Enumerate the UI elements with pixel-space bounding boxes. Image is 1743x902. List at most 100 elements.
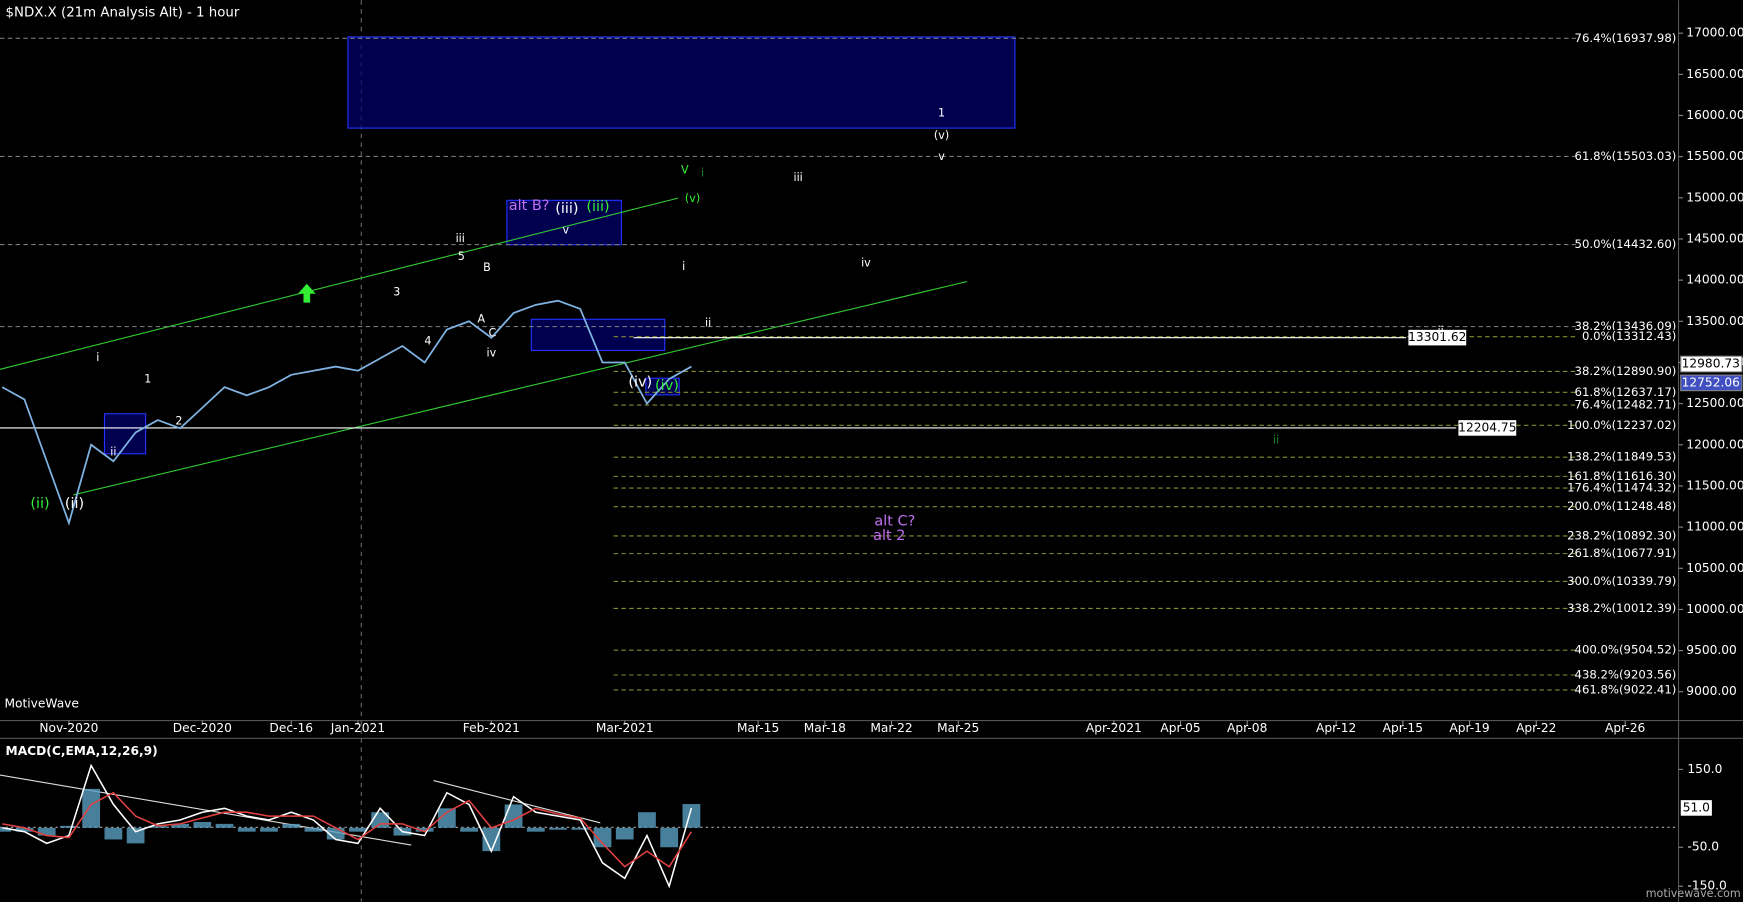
channel-line — [73, 280, 968, 496]
x-tick-label: Feb-2021 — [463, 721, 520, 735]
fib-label: 38.2%(13436.09) — [1575, 319, 1677, 333]
x-tick-label: Jan-2021 — [330, 721, 385, 735]
wave-label: 1 — [144, 372, 151, 385]
histogram-bar — [60, 825, 78, 828]
wave-label: (iv) — [655, 378, 679, 394]
x-tick-label: Mar-18 — [804, 721, 846, 735]
fib-label-bg — [1576, 385, 1678, 400]
x-tick-label: Apr-22 — [1516, 721, 1556, 735]
y-tick-label: 150.0 — [1687, 762, 1722, 776]
y-tick-label: 10000.00 — [1686, 602, 1743, 616]
fib-label: 76.4%(12482.71) — [1575, 398, 1677, 412]
fib-label-bg — [1576, 668, 1678, 682]
wave-label: ii — [110, 446, 116, 459]
wave-label: (v) — [685, 192, 700, 205]
axis-marker-bg — [1680, 800, 1712, 816]
wave-label: A — [478, 312, 486, 325]
histogram-bar — [482, 827, 501, 852]
x-tick-label: Apr-19 — [1449, 721, 1489, 735]
histogram-bar — [660, 827, 679, 848]
level-label-bg — [1408, 329, 1467, 346]
histogram-bar — [615, 827, 634, 840]
histogram-bar — [349, 827, 367, 832]
y-tick-label: 16500.00 — [1686, 67, 1743, 81]
histogram-bar — [37, 827, 56, 836]
y-tick-label: 15500.00 — [1686, 149, 1743, 163]
histogram-bar — [682, 804, 701, 828]
histogram-bar — [437, 808, 456, 828]
macd-line — [2, 763, 693, 889]
wave-label: ii — [705, 317, 711, 330]
wave-label: i — [682, 260, 685, 273]
wave-label: ii — [1438, 325, 1444, 338]
wave-label: 2 — [175, 415, 182, 428]
wave-label: alt 2 — [873, 528, 905, 544]
histogram-bar — [104, 827, 123, 840]
fib-label-bg — [1576, 364, 1678, 379]
y-tick-label: 12000.00 — [1686, 437, 1743, 451]
x-tick-label: Mar-2021 — [596, 721, 654, 735]
wave-label: v — [938, 150, 945, 163]
wave-label: (v) — [934, 129, 949, 142]
fib-label-bg — [1576, 398, 1678, 412]
wave-label: iv — [486, 347, 496, 360]
fib-label-bg — [1576, 601, 1678, 616]
fib-label: 338.2%(10012.39) — [1567, 601, 1676, 615]
fib-label: 300.0%(10339.79) — [1567, 574, 1676, 588]
wave-label: iii — [794, 171, 803, 184]
histogram-bar — [237, 827, 256, 832]
wave-label: i — [96, 351, 99, 364]
fib-label: 61.8%(15503.03) — [1575, 149, 1677, 163]
wave-label: V — [681, 163, 689, 176]
wave-label: alt C? — [874, 514, 915, 530]
histogram-bar — [282, 823, 301, 828]
fib-label: 0.0%(13312.43) — [1582, 329, 1676, 343]
up-arrow — [297, 283, 316, 303]
fib-label: 50.0%(14432.60) — [1575, 237, 1677, 251]
axis-marker-bg — [1680, 355, 1743, 373]
fib-label: 61.8%(12637.17) — [1575, 385, 1677, 399]
histogram-bar — [638, 812, 656, 828]
histogram-bar — [460, 827, 478, 832]
wave-label: iii — [456, 232, 465, 245]
price-line — [1, 299, 692, 526]
fib-label: 100.0%(12237.02) — [1567, 418, 1676, 432]
wave-label: C — [489, 327, 497, 340]
x-tick-label: Mar-22 — [870, 721, 912, 735]
histogram-bar — [526, 827, 545, 832]
wave-label: 1 — [938, 107, 945, 120]
x-tick-label: Apr-12 — [1316, 721, 1356, 735]
wave-label: v — [563, 223, 570, 236]
x-tick-label: Apr-15 — [1383, 721, 1423, 735]
fib-label: 238.2%(10892.30) — [1567, 528, 1676, 542]
trend-line — [433, 780, 601, 824]
y-tick-label: 11500.00 — [1686, 478, 1743, 492]
fib-label: 461.8%(9022.41) — [1575, 682, 1677, 696]
fib-label-bg — [1576, 149, 1678, 164]
histogram-bar — [215, 823, 234, 828]
x-tick-label: Dec-16 — [269, 721, 313, 735]
chart-title: $NDX.X (21m Analysis Alt) - 1 hour — [6, 5, 240, 20]
histogram-bar — [82, 788, 101, 828]
fib-label-bg — [1576, 319, 1678, 334]
wave-label: (iii) — [586, 199, 609, 215]
fib-label-bg — [1576, 683, 1678, 697]
fib-label: 200.0%(11248.48) — [1567, 499, 1676, 513]
y-tick-label: 9500.00 — [1686, 643, 1737, 657]
wave-label: B — [483, 261, 491, 274]
fib-label-bg — [1576, 574, 1678, 589]
wave-label: 4 — [424, 335, 431, 348]
x-tick-label: Apr-26 — [1605, 721, 1645, 735]
wave-label: (iii) — [555, 201, 578, 217]
axis-marker-bg — [1680, 374, 1743, 392]
level-label: 12204.75 — [1458, 420, 1516, 434]
histogram-bar — [304, 827, 323, 832]
target-box — [530, 318, 666, 351]
level-label-bg — [1458, 420, 1517, 436]
fib-label: 261.8%(10677.91) — [1567, 546, 1676, 560]
histogram-bar — [326, 827, 345, 840]
y-tick-label: 9000.00 — [1686, 684, 1737, 698]
histogram-bar — [171, 823, 189, 828]
